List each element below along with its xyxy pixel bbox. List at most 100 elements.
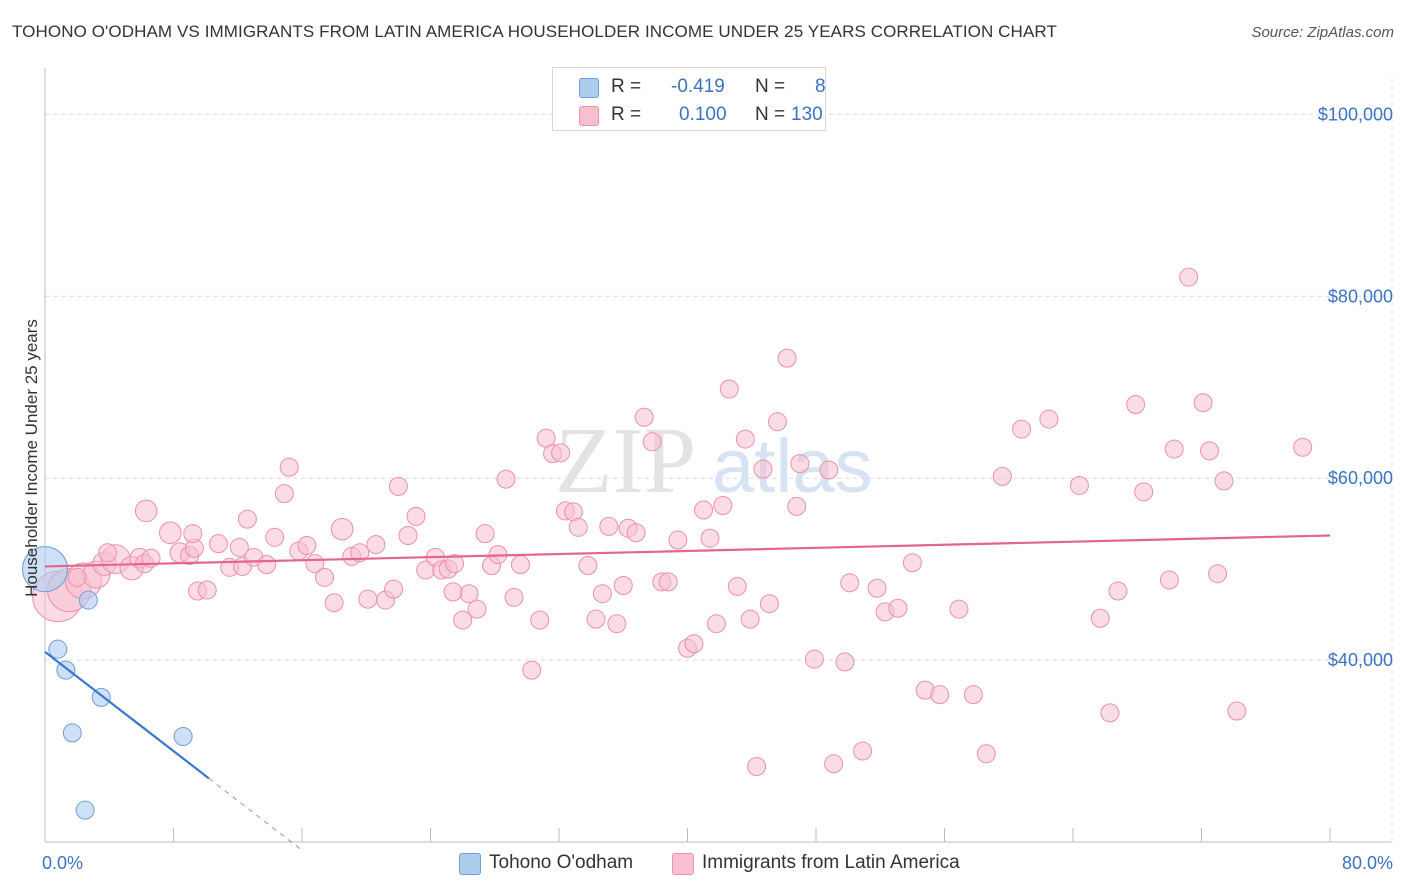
source-label: Source: ZipAtlas.com <box>1251 24 1394 41</box>
data-point-immigrants <box>257 555 277 575</box>
y-tick-label: $60,000 <box>1328 468 1393 488</box>
data-point-immigrants <box>98 543 118 563</box>
data-point-immigrants <box>366 535 386 555</box>
data-point-immigrants <box>1164 439 1184 459</box>
data-point-immigrants <box>1100 703 1120 723</box>
data-point-immigrants <box>274 484 294 504</box>
data-point-immigrants <box>719 379 739 399</box>
data-point-immigrants <box>384 579 404 599</box>
data-point-immigrants <box>642 432 662 452</box>
series-tohono-points <box>22 546 193 820</box>
data-point-immigrants <box>835 652 855 672</box>
data-point-immigrants <box>324 593 344 613</box>
data-point-immigrants <box>496 469 516 489</box>
trend-line-tohono-extension <box>208 777 303 851</box>
data-point-immigrants <box>208 534 228 554</box>
data-point-immigrants <box>694 500 714 520</box>
data-point-immigrants <box>1227 701 1247 721</box>
data-point-immigrants <box>963 685 983 705</box>
data-point-immigrants <box>522 660 542 680</box>
data-point-immigrants <box>824 754 844 774</box>
y-axis-label: Householder Income Under 25 years <box>22 319 41 597</box>
data-point-immigrants <box>713 495 733 515</box>
data-point-immigrants <box>1012 419 1032 439</box>
watermark-zip: ZIP <box>555 409 696 513</box>
data-point-immigrants <box>747 757 767 777</box>
data-point-immigrants <box>668 530 688 550</box>
y-tick-label: $100,000 <box>1318 104 1393 124</box>
data-point-immigrants <box>706 614 726 634</box>
data-point-immigrants <box>530 610 550 630</box>
legend-label-tohono: Tohono O'odham <box>489 852 634 873</box>
data-point-immigrants <box>265 527 285 547</box>
data-point-immigrants <box>67 567 87 587</box>
x-tick-label: 80.0% <box>1342 853 1393 873</box>
data-point-immigrants <box>134 499 158 523</box>
data-point-immigrants <box>568 517 588 537</box>
data-point-immigrants <box>330 517 354 541</box>
data-point-immigrants <box>626 523 646 543</box>
data-point-immigrants <box>930 685 950 705</box>
data-point-immigrants <box>237 509 257 529</box>
data-point-tohono <box>75 800 95 820</box>
data-point-immigrants <box>1108 581 1128 601</box>
data-point-immigrants <box>684 634 704 654</box>
data-point-immigrants <box>158 521 182 545</box>
data-point-immigrants <box>1293 437 1313 457</box>
y-tick-label: $40,000 <box>1328 650 1393 670</box>
x-tick-labels: 0.0% 80.0% <box>42 853 1393 873</box>
stats-n-value-immigrants: 130 <box>791 104 823 125</box>
data-point-immigrants <box>504 587 524 607</box>
data-point-immigrants <box>976 744 996 764</box>
stats-r-label: R = <box>611 104 642 125</box>
trend-line-immigrants <box>44 534 1331 568</box>
data-point-immigrants <box>634 407 654 427</box>
data-point-tohono <box>48 639 68 659</box>
stats-swatch-immigrants <box>579 106 599 126</box>
data-point-immigrants <box>804 649 824 669</box>
data-point-immigrants <box>592 584 612 604</box>
data-point-immigrants <box>867 578 887 598</box>
axes <box>44 68 1393 843</box>
data-point-immigrants <box>759 594 779 614</box>
stats-r-label: R = <box>611 76 642 97</box>
data-point-immigrants <box>992 466 1012 486</box>
data-point-immigrants <box>229 537 249 557</box>
data-point-immigrants <box>314 567 334 587</box>
stats-n-value-tohono: 8 <box>815 76 826 97</box>
data-point-immigrants <box>840 573 860 593</box>
legend-swatch-tohono <box>459 853 481 875</box>
data-point-immigrants <box>1200 441 1220 461</box>
data-point-immigrants <box>445 554 465 574</box>
x-tick-label: 0.0% <box>42 853 83 873</box>
data-point-immigrants <box>1179 267 1199 287</box>
data-point-immigrants <box>727 576 747 596</box>
data-point-immigrants <box>551 443 571 463</box>
data-point-tohono <box>22 546 68 593</box>
data-point-immigrants <box>607 614 627 634</box>
trend-line-tohono <box>44 651 210 780</box>
stats-box: R = -0.419 N = 8 R = 0.100 N = 130 <box>552 67 826 131</box>
stats-r-value-immigrants: 0.100 <box>679 104 727 125</box>
data-point-immigrants <box>279 457 299 477</box>
series-immigrants-points <box>32 267 1313 777</box>
data-point-immigrants <box>819 460 839 480</box>
stats-r-value-tohono: -0.419 <box>671 76 725 97</box>
data-point-immigrants <box>586 609 606 629</box>
data-point-immigrants <box>700 528 720 548</box>
trend-lines <box>44 534 1331 851</box>
stats-n-label: N = <box>755 76 786 97</box>
data-point-tohono <box>78 590 98 610</box>
data-point-immigrants <box>767 412 787 432</box>
data-point-immigrants <box>1214 471 1234 491</box>
data-point-immigrants <box>1193 393 1213 413</box>
y-tick-label: $80,000 <box>1328 286 1393 306</box>
data-point-immigrants <box>735 429 755 449</box>
data-point-immigrants <box>453 610 473 630</box>
data-point-immigrants <box>740 609 760 629</box>
data-point-immigrants <box>1159 570 1179 590</box>
legend-swatch-immigrants <box>672 853 694 875</box>
data-point-immigrants <box>1069 475 1089 495</box>
data-point-immigrants <box>658 572 678 592</box>
